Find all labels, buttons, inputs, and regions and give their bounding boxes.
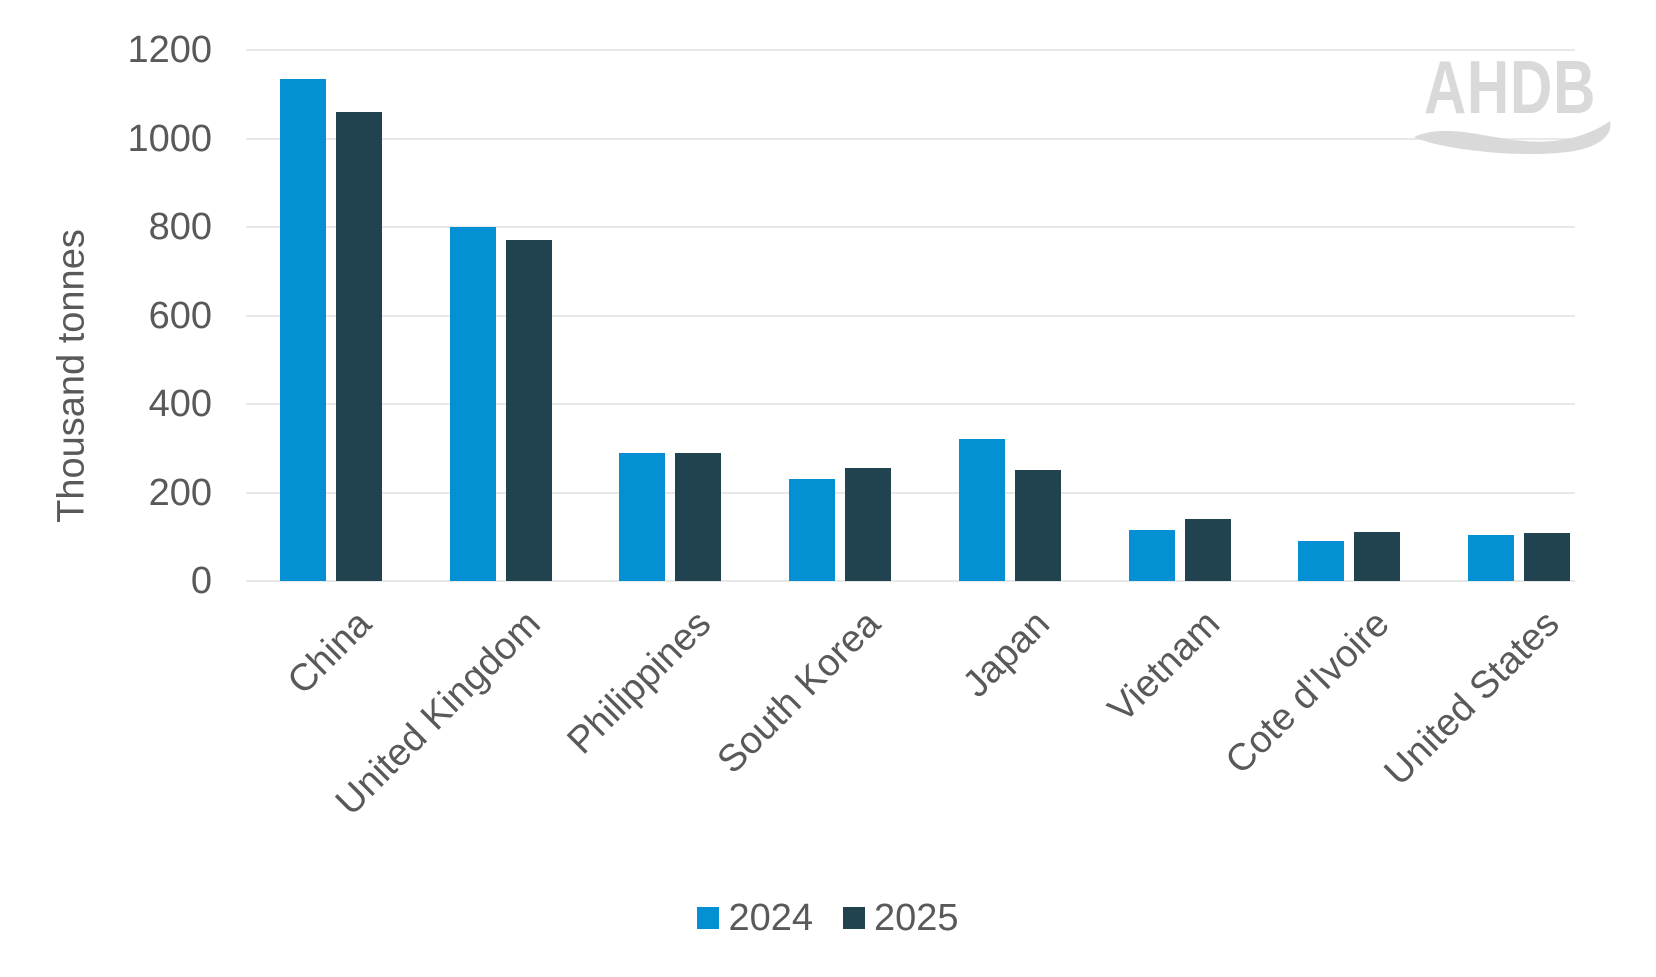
bar-united-states-2024 [1467,534,1514,581]
bar-south-korea-2024 [789,479,836,581]
y-tick-label-1000: 1000 [127,117,212,160]
bar-china-2024 [280,78,326,581]
y-tick-label-800: 800 [148,206,212,248]
ahdb-logo: AHDB [1414,45,1624,155]
y-tick-label-200: 200 [148,471,212,514]
legend-item-2025: 2025 [843,897,959,940]
bar-united-kingdom-2025 [505,240,552,581]
gridline-400 [246,403,1575,405]
bar-philippines-2024 [619,452,666,581]
bar-philippines-2025 [675,452,722,581]
x-label-cote-d-ivoire: Cote d'Ivoire [1217,602,1398,783]
gridline-200 [246,491,1575,494]
legend-swatch-2024 [697,907,720,929]
bar-united-kingdom-2024 [449,227,496,581]
x-label-china: China [279,602,380,703]
legend: 2024 2025 [0,895,1656,941]
bar-cote-d-ivoire-2025 [1354,532,1401,581]
legend-swatch-2025 [843,907,865,929]
bar-south-korea-2025 [845,468,892,581]
bar-united-states-2025 [1523,533,1570,581]
gridline-800 [246,226,1575,228]
x-label-japan: Japan [955,602,1059,706]
y-tick-label-1200: 1200 [127,29,212,71]
bar-japan-2024 [958,439,1005,581]
bar-cote-d-ivoire-2024 [1298,541,1345,581]
gridline-1000 [246,137,1575,140]
y-tick-label-400: 400 [148,383,212,425]
gridline-0 [246,580,1575,582]
legend-label-2025: 2025 [874,896,959,939]
bar-vietnam-2025 [1184,519,1231,581]
y-tick-label-0: 0 [190,560,212,602]
x-label-vietnam: Vietnam [1100,602,1228,731]
ahdb-logo-text: AHDB [1424,45,1597,129]
y-tick-label-600: 600 [148,294,212,337]
x-label-south-korea: South Korea [709,602,889,782]
bar-china-2025 [336,111,382,581]
bar-japan-2025 [1014,470,1061,581]
gridline-600 [246,314,1575,317]
bar-vietnam-2024 [1128,530,1175,581]
x-label-united-states: United States [1376,602,1568,794]
legend-item-2024: 2024 [697,897,813,940]
x-label-philippines: Philippines [559,602,719,763]
ahdb-logo-swoosh-icon [1414,121,1611,155]
legend-label-2024: 2024 [728,896,813,939]
gridline-1200 [246,49,1575,51]
